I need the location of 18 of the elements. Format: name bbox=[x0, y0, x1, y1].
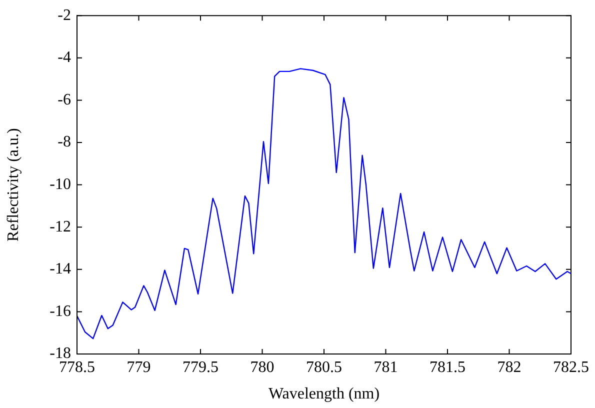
y-tick-label: -8 bbox=[58, 134, 71, 151]
x-tick-label: 782.5 bbox=[553, 358, 589, 376]
y-tick-label: -12 bbox=[50, 218, 71, 236]
x-tick-label: 781 bbox=[374, 358, 398, 376]
x-tick-label: 782 bbox=[497, 358, 522, 376]
x-tick-label: 780.5 bbox=[306, 358, 342, 376]
x-tick-label: 780 bbox=[250, 358, 274, 376]
x-tick-label: 779.5 bbox=[182, 358, 218, 376]
y-tick-label: -16 bbox=[50, 302, 71, 320]
y-tick-label: -6 bbox=[58, 91, 71, 108]
y-tick-label: -10 bbox=[50, 176, 71, 194]
y-tick-label: -14 bbox=[50, 260, 71, 278]
y-tick-label: -2 bbox=[58, 6, 71, 24]
y-axis-title: Reflectivity (a.u.) bbox=[4, 128, 22, 242]
x-axis-title: Wavelength (nm) bbox=[268, 386, 380, 403]
x-tick-label: 779 bbox=[126, 358, 151, 376]
x-tick-label: 781.5 bbox=[430, 358, 466, 376]
y-tick-label: -4 bbox=[58, 49, 71, 66]
